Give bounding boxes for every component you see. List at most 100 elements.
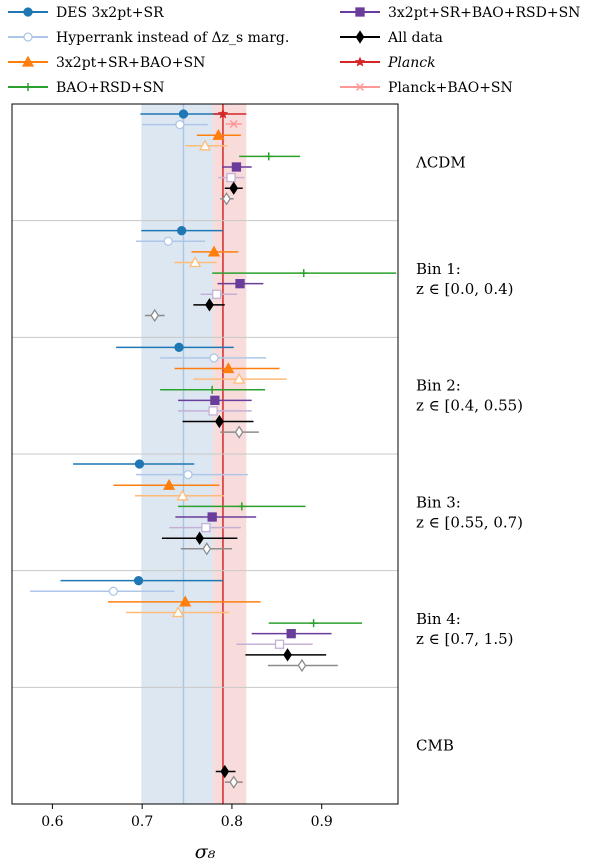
point-des_light — [29, 586, 175, 596]
marker — [234, 425, 244, 439]
legend: DES 3x2pt+SR Hyperrank instead of Δz_s ma… — [8, 5, 580, 96]
legend-marker — [355, 7, 365, 17]
point-des — [116, 342, 234, 352]
point-all — [245, 648, 327, 662]
marker — [229, 119, 238, 129]
plot-frame — [11, 103, 399, 805]
marker — [233, 372, 246, 384]
point-planck_bao — [225, 119, 242, 129]
point-all_light — [220, 192, 234, 206]
point-full — [222, 162, 252, 172]
point-all_light — [180, 542, 232, 556]
point-des — [73, 459, 195, 469]
marker — [134, 459, 145, 469]
marker — [183, 469, 193, 480]
point-bao_rsd_sn — [268, 619, 363, 628]
marker — [175, 119, 185, 130]
point-bao_sn — [108, 595, 261, 607]
marker — [235, 279, 245, 289]
marker — [163, 236, 173, 246]
point-all_light — [144, 308, 165, 323]
marker — [171, 606, 185, 618]
panel-label: Bin 2: — [416, 377, 461, 395]
marker — [220, 764, 230, 779]
point-des — [141, 226, 223, 236]
x-tick-label: 0.8 — [221, 814, 243, 830]
point-all — [224, 181, 243, 195]
legend-marker — [355, 82, 365, 92]
point-bao_rsd_sn — [178, 502, 306, 511]
legend-marker — [24, 83, 32, 91]
marker — [274, 639, 285, 649]
marker — [208, 385, 217, 394]
marker — [207, 245, 221, 257]
x-axis: 0.6 0.7 0.8 0.9 — [41, 804, 333, 830]
marker — [207, 512, 217, 522]
panel-label: z ∈ [0.0, 0.4) — [416, 280, 514, 298]
panel-label: z ∈ [0.7, 1.5) — [416, 630, 514, 648]
point-bao_sn_light — [185, 139, 228, 151]
marker — [208, 406, 218, 416]
legend-label: DES 3x2pt+SR — [56, 5, 164, 21]
point-all_light — [220, 425, 259, 439]
point-bao_sn_light — [193, 372, 287, 384]
marker — [176, 489, 189, 501]
panel-label: CMB — [416, 737, 454, 755]
data-marks — [29, 108, 397, 789]
point-des — [60, 576, 223, 586]
x-axis-label: σ₈ — [195, 841, 216, 863]
point-bao_sn — [191, 245, 239, 257]
point-full_light — [178, 406, 252, 416]
marker — [177, 226, 187, 236]
marker — [214, 414, 224, 429]
marker — [237, 502, 246, 511]
point-all — [193, 298, 225, 312]
marker — [212, 289, 222, 299]
marker — [189, 256, 202, 268]
legend-label: Planck — [387, 55, 436, 71]
marker — [201, 522, 211, 533]
marker — [195, 531, 204, 545]
point-bao_sn — [196, 128, 241, 140]
marker — [209, 353, 219, 363]
marker — [205, 298, 214, 312]
point-des_light — [135, 236, 205, 246]
point-des_light — [142, 119, 208, 130]
marker — [222, 362, 235, 374]
marker — [217, 108, 229, 119]
x-tick-label: 0.9 — [311, 814, 333, 830]
point-all — [215, 764, 236, 779]
point-des_light — [160, 353, 267, 363]
marker — [178, 109, 189, 119]
marker — [162, 478, 176, 490]
legend-item-full: 3x2pt+SR+BAO+RSD+SN — [340, 5, 580, 21]
marker — [150, 308, 160, 323]
legend-item-all: All data — [340, 30, 443, 46]
legend-marker — [23, 7, 33, 17]
marker — [202, 542, 212, 556]
point-bao_sn — [113, 478, 220, 490]
point-full — [217, 279, 264, 289]
legend-label: 3x2pt+SR+BAO+SN — [56, 55, 205, 71]
legend-label: BAO+RSD+SN — [56, 80, 165, 96]
panel-label: z ∈ [0.55, 0.7) — [416, 513, 523, 531]
point-all_light — [224, 775, 243, 789]
marker — [226, 172, 236, 183]
point-full_light — [236, 639, 313, 649]
legend-label: Hyperrank instead of Δz_s marg. — [56, 30, 289, 46]
point-full_light — [169, 522, 241, 533]
marker — [174, 342, 184, 352]
legend-marker — [355, 30, 365, 44]
marker — [210, 395, 220, 405]
marker — [264, 152, 273, 161]
marker — [299, 269, 308, 278]
marker — [133, 576, 144, 586]
marker — [108, 586, 119, 596]
x-tick-label: 0.6 — [41, 814, 63, 830]
point-full_light — [200, 289, 238, 299]
marker — [179, 595, 192, 607]
point-bao_sn_light — [174, 256, 217, 268]
point-bao_sn — [174, 362, 280, 374]
point-des_light — [135, 469, 249, 480]
